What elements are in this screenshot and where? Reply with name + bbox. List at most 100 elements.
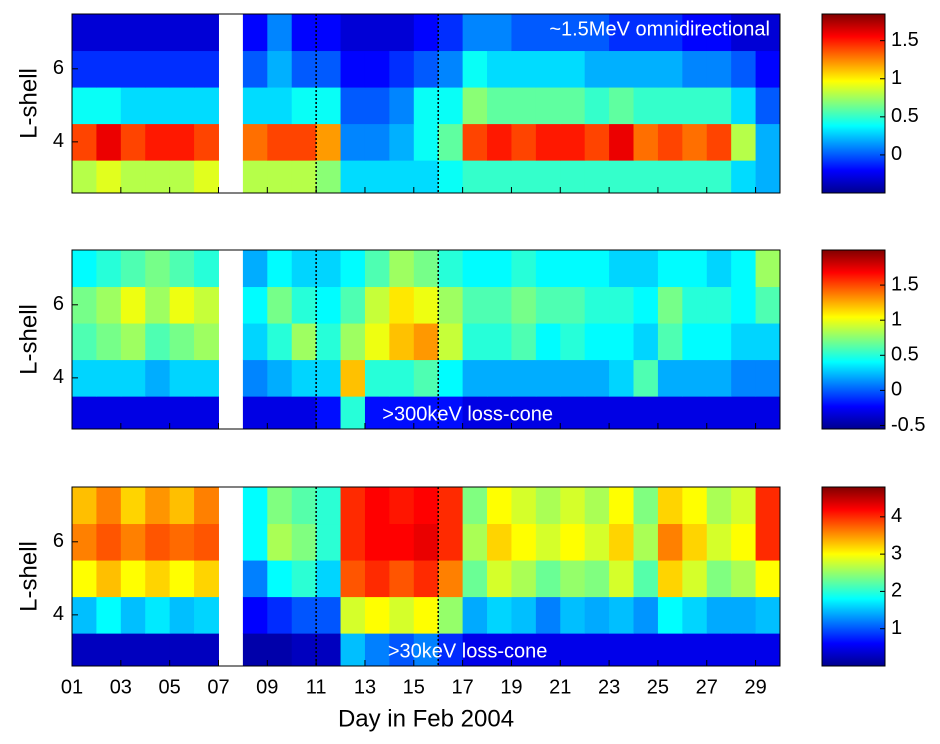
heatmap-cell: [633, 560, 659, 598]
heatmap-cell: [194, 633, 219, 667]
heatmap-cell: [169, 396, 195, 430]
heatmap-cell: [560, 286, 586, 324]
heatmap-cell: [389, 87, 415, 125]
heatmap-cell: [511, 633, 537, 667]
heatmap-cell: [389, 359, 415, 397]
heatmap-cell: [340, 359, 366, 397]
heatmap-cell: [169, 123, 195, 161]
heatmap-cell: [584, 50, 610, 88]
heatmap-cell: [72, 87, 97, 125]
heatmap-cell: [731, 123, 757, 161]
heatmap-cell: [487, 359, 512, 397]
heatmap-cell: [584, 286, 610, 324]
heatmap-cell: [657, 323, 683, 361]
heatmap-cell: [145, 487, 171, 525]
heatmap-cell: [242, 560, 268, 598]
heatmap-cell: [242, 123, 268, 161]
y-axis-label: L-shell: [15, 541, 42, 612]
heatmap-cell: [609, 50, 635, 88]
heatmap-cell: [413, 286, 439, 324]
heatmap-cell: [120, 250, 146, 288]
x-axis-label: Day in Feb 2004: [338, 705, 514, 732]
heatmap-cell: [145, 633, 171, 667]
heatmap-cell: [535, 487, 561, 525]
heatmap-cell: [706, 596, 732, 634]
heatmap-cell: [340, 560, 366, 598]
heatmap-cell: [169, 323, 195, 361]
heatmap-cell: [169, 160, 195, 194]
heatmap-cell: [413, 123, 439, 161]
heatmap-cell: [560, 87, 586, 125]
heatmap-cell: [487, 286, 512, 324]
x-tick-label: 11: [306, 676, 327, 698]
heatmap-cell: [267, 14, 293, 52]
heatmap-cell: [609, 487, 635, 525]
heatmap-cell: [462, 396, 488, 430]
heatmap-cell: [511, 160, 537, 194]
heatmap-cell: [364, 523, 390, 561]
heatmap-cell: [462, 359, 488, 397]
heatmap-cell: [682, 596, 708, 634]
heatmap-cell: [560, 487, 586, 525]
heatmap-cell: [511, 250, 537, 288]
heatmap-cell: [584, 160, 610, 194]
heatmap-cell: [96, 14, 122, 52]
heatmap-cell: [316, 487, 342, 525]
heatmap-cell: [657, 123, 683, 161]
heatmap-cell: [340, 323, 366, 361]
heatmap-cell: [267, 396, 293, 430]
heatmap-cell: [560, 596, 586, 634]
heatmap-cell: [291, 359, 317, 397]
heatmap-cell: [169, 50, 195, 88]
heatmap-cell: [535, 250, 561, 288]
heatmap-cell: [389, 487, 415, 525]
heatmap-cell: [511, 396, 537, 430]
heatmap-cell: [682, 50, 708, 88]
y-tick-label: 6: [53, 57, 64, 79]
heatmap-cell: [511, 50, 537, 88]
annotation: ~1.5MeV omnidirectional: [549, 18, 770, 40]
heatmap-cell: [633, 286, 659, 324]
heatmap-cell: [462, 50, 488, 88]
heatmap-cell: [96, 50, 122, 88]
x-tick-label: 25: [647, 676, 669, 698]
heatmap-cell: [96, 359, 122, 397]
heatmap-cell: [145, 123, 171, 161]
heatmap-cell: [291, 560, 317, 598]
heatmap-cell: [316, 286, 342, 324]
x-tick-label: 07: [207, 676, 229, 698]
heatmap-cell: [291, 633, 317, 667]
heatmap-cell: [438, 160, 464, 194]
heatmap-cell: [633, 250, 659, 288]
heatmap-cell: [487, 160, 512, 194]
heatmap-cell: [584, 523, 610, 561]
heatmap-cell: [633, 323, 659, 361]
heatmap-cell: [462, 160, 488, 194]
heatmap-cell: [755, 359, 781, 397]
heatmap-cell: [145, 596, 171, 634]
heatmap-cell: [657, 14, 683, 52]
heatmap-cell: [657, 250, 683, 288]
heatmap-cell: [584, 14, 610, 52]
heatmap-cell: [242, 160, 268, 194]
heatmap-cell: [340, 250, 366, 288]
heatmap-cell: [755, 323, 781, 361]
heatmap-cell: [487, 14, 512, 52]
heatmap-cell: [438, 359, 464, 397]
heatmap-cell: [487, 487, 512, 525]
heatmap-cell: [364, 359, 390, 397]
heatmap-cell: [145, 523, 171, 561]
x-tick-label: 15: [403, 676, 425, 698]
heatmap-cell: [364, 250, 390, 288]
heatmap-cell: [145, 323, 171, 361]
heatmap-cell: [682, 14, 708, 52]
heatmap-cell: [657, 487, 683, 525]
colorbar-tick-label: 1: [891, 67, 902, 89]
heatmap-cell: [657, 286, 683, 324]
heatmap-cell: [413, 396, 439, 430]
heatmap-cell: [633, 160, 659, 194]
heatmap-cell: [267, 50, 293, 88]
heatmap-cell: [169, 14, 195, 52]
y-tick-label: 4: [53, 366, 64, 388]
heatmap-cell: [291, 596, 317, 634]
